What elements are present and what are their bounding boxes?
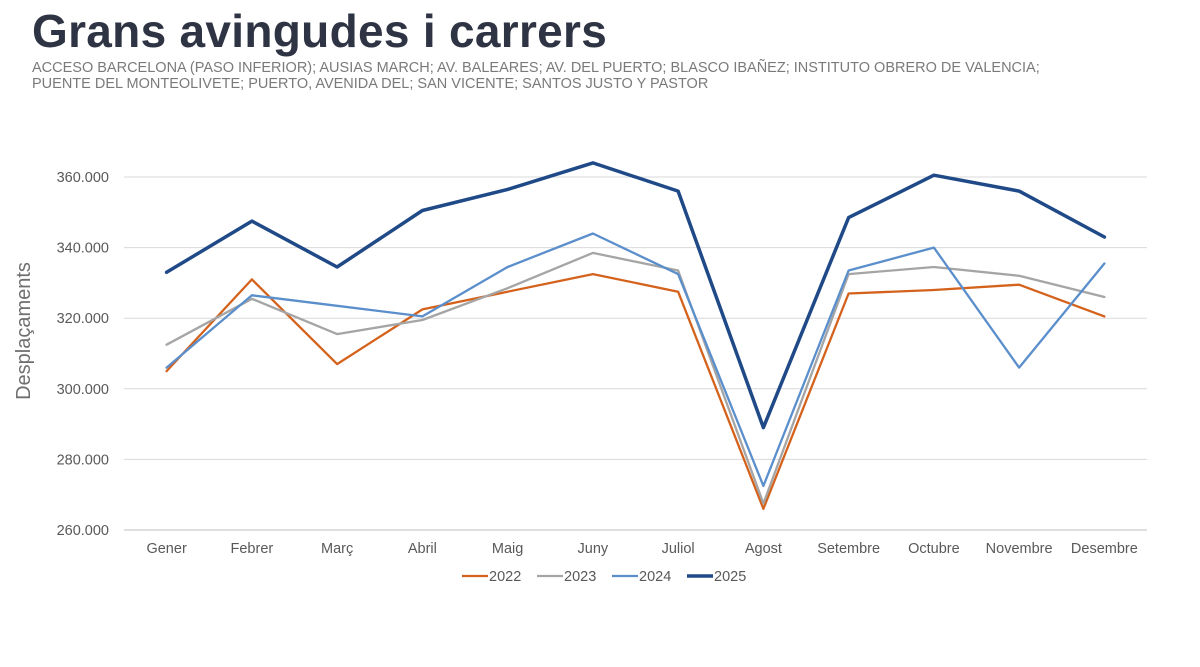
x-tick-label: Novembre: [986, 541, 1053, 557]
legend-label-2024: 2024: [639, 569, 671, 585]
legend-label-2022: 2022: [489, 569, 521, 585]
y-tick-label: 260.000: [57, 523, 109, 539]
x-tick-label: Març: [321, 541, 353, 557]
x-tick-label: Abril: [408, 541, 437, 557]
page-subtitle: ACCESO BARCELONA (PASO INFERIOR); AUSIAS…: [32, 60, 1152, 92]
x-tick-label: Juliol: [662, 541, 695, 557]
series-line-2024: [165, 232, 1106, 488]
gridlines: [124, 176, 1147, 531]
x-axis-ticks: Gener Febrer Març Abril Maig Juny Juliol Agost S…: [146, 541, 1137, 557]
x-tick-label: Juny: [578, 541, 609, 557]
x-tick-label: Desembre: [1071, 541, 1138, 557]
y-tick-label: 340.000: [57, 241, 109, 257]
subtitle-line-1: ACCESO BARCELONA (PASO INFERIOR); AUSIAS…: [32, 60, 1040, 76]
y-axis-label: Desplaçaments: [13, 262, 35, 400]
series-line-2025: [164, 161, 1107, 430]
series-lines: [164, 161, 1107, 510]
series-line-2022: [165, 272, 1106, 510]
y-tick-label: 360.000: [57, 170, 109, 186]
legend: 2022 2023 2024 2025: [462, 569, 746, 585]
y-tick-label: 320.000: [57, 311, 109, 327]
x-tick-label: Octubre: [908, 541, 960, 557]
x-tick-label: Agost: [745, 541, 782, 557]
y-axis-ticks: 260.000 280.000 300.000 320.000 340.000 360.0…: [57, 170, 109, 539]
legend-label-2025: 2025: [714, 569, 746, 585]
y-tick-label: 280.000: [57, 452, 109, 468]
x-tick-label: Setembre: [817, 541, 880, 557]
x-tick-label: Maig: [492, 541, 523, 557]
page-title: Grans avingudes i carrers: [32, 5, 608, 57]
x-tick-label: Febrer: [231, 541, 274, 557]
y-tick-label: 300.000: [57, 382, 109, 398]
subtitle-line-2: PUENTE DEL MONTEOLIVETE; PUERTO, AVENIDA…: [32, 76, 709, 92]
x-tick-label: Gener: [146, 541, 186, 557]
legend-label-2023: 2023: [564, 569, 596, 585]
